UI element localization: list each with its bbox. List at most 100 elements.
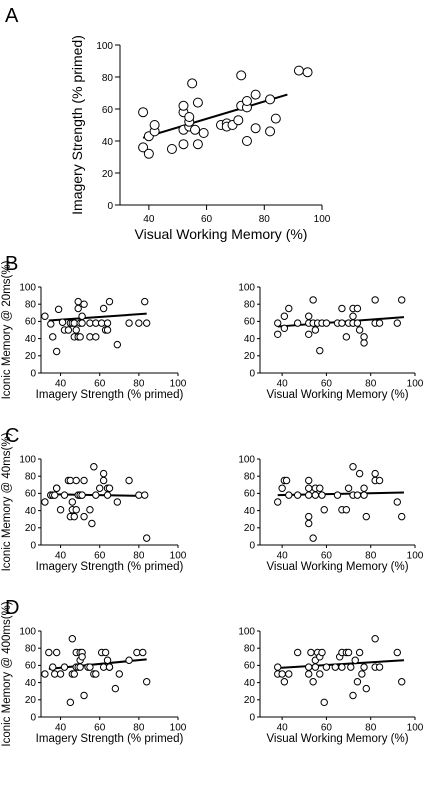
data-point [311,326,320,334]
data-point [316,670,324,678]
data-point [305,670,313,678]
x-axis-label: Imagery Strength (% primed) [36,733,184,745]
data-point [241,136,252,146]
data-point [78,653,86,661]
x-tick-label: 100 [407,551,424,562]
data-point [360,484,368,492]
y-tick-label: 100 [96,41,113,52]
data-point [241,96,252,106]
panel-letter-b: B [5,253,18,275]
data-point [115,670,123,678]
data-point [88,519,96,528]
y-axis-label: Iconic Memory @ 40ms(%) [1,432,13,571]
x-tick-label: 60 [321,551,333,562]
data-point [375,319,384,327]
data-point [322,319,331,327]
data-point [49,663,57,671]
x-axis-label: Imagery Strength (% primed) [36,561,184,573]
data-point [143,148,154,159]
x-tick-label: 80 [365,379,377,390]
data-point [198,128,209,138]
data-point [351,656,359,664]
data-point [353,319,362,327]
x-tick-label: 80 [365,551,377,562]
data-point [103,319,112,327]
data-point [60,491,69,499]
x-tick-label: 80 [133,551,145,562]
data-point [80,476,88,485]
data-point [142,319,151,327]
x-tick-label: 40 [55,551,67,562]
y-tick-label: 0 [30,368,36,379]
data-point [318,491,326,499]
x-tick-label: 40 [55,723,67,734]
y-tick-label: 100 [19,282,36,293]
data-point [371,635,379,643]
data-point [371,469,379,478]
data-point [274,663,282,671]
x-axis-label: Visual Working Memory (%) [266,561,408,573]
data-point [78,312,86,320]
data-point [371,296,379,304]
data-point [360,339,368,347]
x-tick-label: 100 [407,379,424,390]
data-point [305,476,313,485]
y-tick-label: 60 [244,489,256,500]
data-point [305,519,313,528]
y-tick-label: 20 [244,351,256,362]
data-point [58,318,67,326]
data-point [342,506,351,514]
data-point [305,663,313,671]
data-point [80,300,88,308]
x-tick-label: 100 [170,551,187,562]
data-point [293,319,302,327]
data-point [76,663,84,671]
data-point [338,319,346,327]
y-tick-label: 100 [238,454,255,465]
data-point [398,678,406,686]
data-point [138,107,149,118]
data-point [41,498,49,506]
data-point [302,67,313,78]
data-point [349,312,357,320]
y-tick-label: 0 [107,201,113,212]
data-point [64,326,73,334]
data-point [187,78,198,89]
y-tick-label: 20 [244,695,256,706]
data-point [138,142,149,153]
data-point [353,491,362,499]
data-point [41,670,49,678]
data-point [316,484,324,492]
data-point [398,296,406,304]
y-tick-label: 60 [25,317,37,328]
data-point [47,320,55,328]
x-tick-label: 100 [407,723,424,734]
data-point [92,670,100,678]
data-point [125,476,133,485]
data-point [360,491,368,499]
data-point [293,65,304,76]
data-point [80,691,88,700]
data-point [393,498,401,506]
data-point [105,297,114,306]
data-point [280,678,289,686]
data-point [86,663,94,671]
data-point [318,648,326,657]
data-point [113,340,122,349]
data-point [66,698,75,707]
data-point [362,684,370,693]
x-tick-label: 60 [94,379,106,390]
data-point [393,648,401,657]
x-axis-label: Visual Working Memory (%) [266,389,408,401]
data-point [192,139,203,150]
data-point [139,648,147,657]
x-tick-label: 40 [55,379,67,390]
data-point [96,484,104,492]
data-point [398,512,406,521]
y-tick-label: 60 [102,105,114,116]
data-point [274,319,282,327]
x-axis-label: Imagery Strength (% primed) [36,389,184,401]
data-point [250,89,261,100]
